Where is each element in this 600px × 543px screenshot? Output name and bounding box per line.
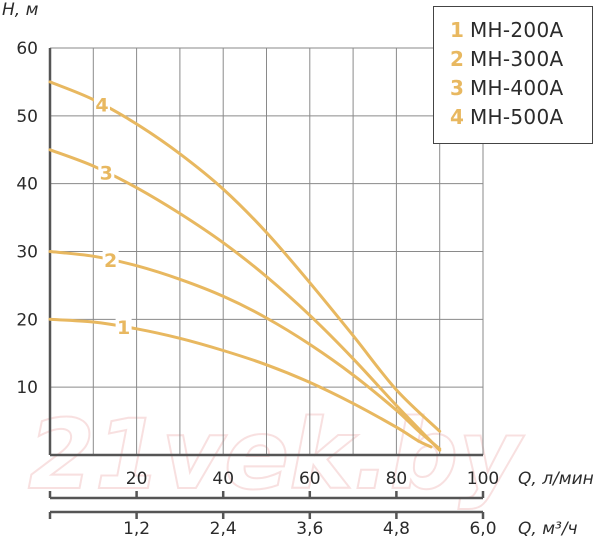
legend-item-label: MH-400A	[470, 76, 564, 100]
x-tick-label-lpm: 60	[299, 469, 321, 489]
curve-label-background	[98, 160, 115, 183]
y-tick-label: 30	[16, 243, 38, 263]
legend-item: 2 MH-300A	[450, 45, 592, 74]
legend-item: 1 MH-200A	[450, 16, 592, 45]
x-tick-label-m3h: 3,6	[296, 519, 323, 539]
legend: 1 MH-200A 2 MH-300A 3 MH-400A 4 MH-500A	[433, 6, 593, 144]
x-tick-label-m3h: 1,2	[123, 519, 150, 539]
legend-item-label: MH-200A	[470, 18, 564, 42]
legend-item-number: 2	[450, 47, 464, 71]
y-tick-label: 10	[16, 378, 38, 398]
legend-item-number: 1	[450, 18, 464, 42]
legend-item-label: MH-300A	[470, 47, 564, 71]
curve-label-background	[93, 92, 110, 115]
y-tick-label: 40	[16, 175, 38, 195]
x-tick-label-lpm: 80	[386, 469, 408, 489]
curve-label-background	[102, 248, 119, 271]
legend-item-number: 3	[450, 76, 464, 100]
y-tick-label: 60	[16, 39, 38, 59]
y-axis-label: H, м	[2, 0, 39, 20]
curve-mh-400a	[48, 148, 442, 452]
curve-label: 2	[104, 250, 117, 272]
legend-item-label: MH-500A	[470, 105, 564, 129]
y-tick-label: 20	[16, 310, 38, 330]
y-tick-label: 50	[16, 107, 38, 127]
curve-label: 4	[95, 94, 108, 116]
curve-mh-500a	[48, 80, 442, 433]
x-tick-label-m3h: 4,8	[383, 519, 410, 539]
x-tick-label-lpm: 100	[467, 469, 499, 489]
x-tick-label-lpm: 20	[126, 469, 148, 489]
x-axis-label-flow-m3h: Q, м³/ч	[518, 519, 578, 539]
curve-label-background	[115, 314, 132, 337]
legend-item-number: 4	[450, 105, 464, 129]
x-tick-label-m3h: 2,4	[210, 519, 237, 539]
curve-label: 1	[117, 317, 130, 339]
x-tick-label-m3h: 6,0	[469, 519, 496, 539]
x-axis-label-flow-lpm: Q, л/мин	[518, 469, 594, 489]
legend-item: 4 MH-500A	[450, 103, 592, 132]
x-tick-label-lpm: 40	[212, 469, 234, 489]
curve-label: 3	[100, 163, 113, 185]
curve-mh-300a	[48, 250, 442, 451]
legend-item: 3 MH-400A	[450, 74, 592, 103]
